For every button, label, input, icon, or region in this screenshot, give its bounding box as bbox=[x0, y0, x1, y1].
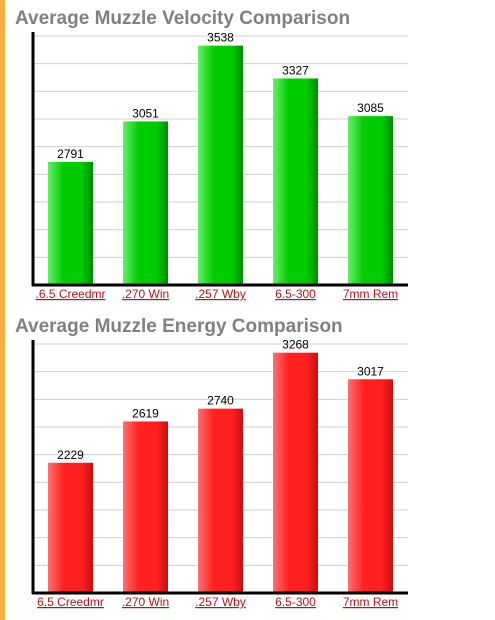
energy-bar-value-label: 2619 bbox=[132, 406, 159, 420]
velocity-bar bbox=[48, 161, 93, 284]
velocity-category-link[interactable]: .270 Win bbox=[122, 287, 169, 301]
energy-category-link[interactable]: 6.5-300 bbox=[275, 595, 316, 609]
velocity-chart-plot: 2791 .6.5 Creedmr 3051 .270 Win 3538 .257 Wby… bbox=[31, 31, 408, 301]
velocity-bar-value-label: 3327 bbox=[282, 63, 309, 77]
velocity-category-link[interactable]: .257 Wby bbox=[195, 287, 246, 301]
energy-bar-value-label: 2229 bbox=[57, 448, 84, 462]
energy-category-link[interactable]: 7mm Rem bbox=[343, 595, 398, 609]
energy-category-link[interactable]: .270 Win bbox=[122, 595, 169, 609]
energy-category-link[interactable]: 6.5 Creedmr bbox=[37, 595, 104, 609]
energy-chart-plot: 2229 6.5 Creedmr 2619 .270 Win 2740 .257 Wby 3… bbox=[31, 338, 408, 609]
velocity-category-link[interactable]: 7mm Rem bbox=[343, 287, 398, 301]
energy-bar bbox=[348, 379, 393, 592]
velocity-bar-value-label: 3538 bbox=[207, 31, 234, 45]
page-accent-stripe bbox=[0, 0, 5, 620]
energy-chart-title: Average Muzzle Energy Comparison bbox=[15, 316, 343, 337]
velocity-bar-value-label: 3051 bbox=[132, 106, 159, 120]
velocity-bar bbox=[198, 45, 243, 284]
velocity-chart: Average Muzzle Velocity Comparison 2791.… bbox=[5, 8, 415, 308]
velocity-category-link[interactable]: 6.5-300 bbox=[275, 287, 316, 301]
velocity-chart-title: Average Muzzle Velocity Comparison bbox=[15, 8, 351, 29]
energy-category-link[interactable]: .257 Wby bbox=[195, 595, 246, 609]
velocity-bar-value-label: 2791 bbox=[57, 147, 84, 161]
energy-chart: Average Muzzle Energy Comparison 2229 6.5… bbox=[5, 316, 415, 616]
velocity-bar bbox=[273, 78, 318, 284]
energy-bar-value-label: 2740 bbox=[207, 394, 234, 408]
energy-bar bbox=[198, 408, 243, 592]
energy-bar-value-label: 3268 bbox=[282, 338, 309, 352]
velocity-bar-value-label: 3085 bbox=[357, 101, 384, 115]
energy-bar bbox=[273, 352, 318, 592]
energy-bar bbox=[123, 421, 168, 592]
velocity-category-link[interactable]: .6.5 Creedmr bbox=[35, 287, 105, 301]
energy-bar bbox=[48, 462, 93, 592]
velocity-bar bbox=[123, 121, 168, 284]
velocity-bar bbox=[348, 116, 393, 284]
energy-bar-value-label: 3017 bbox=[357, 364, 384, 378]
